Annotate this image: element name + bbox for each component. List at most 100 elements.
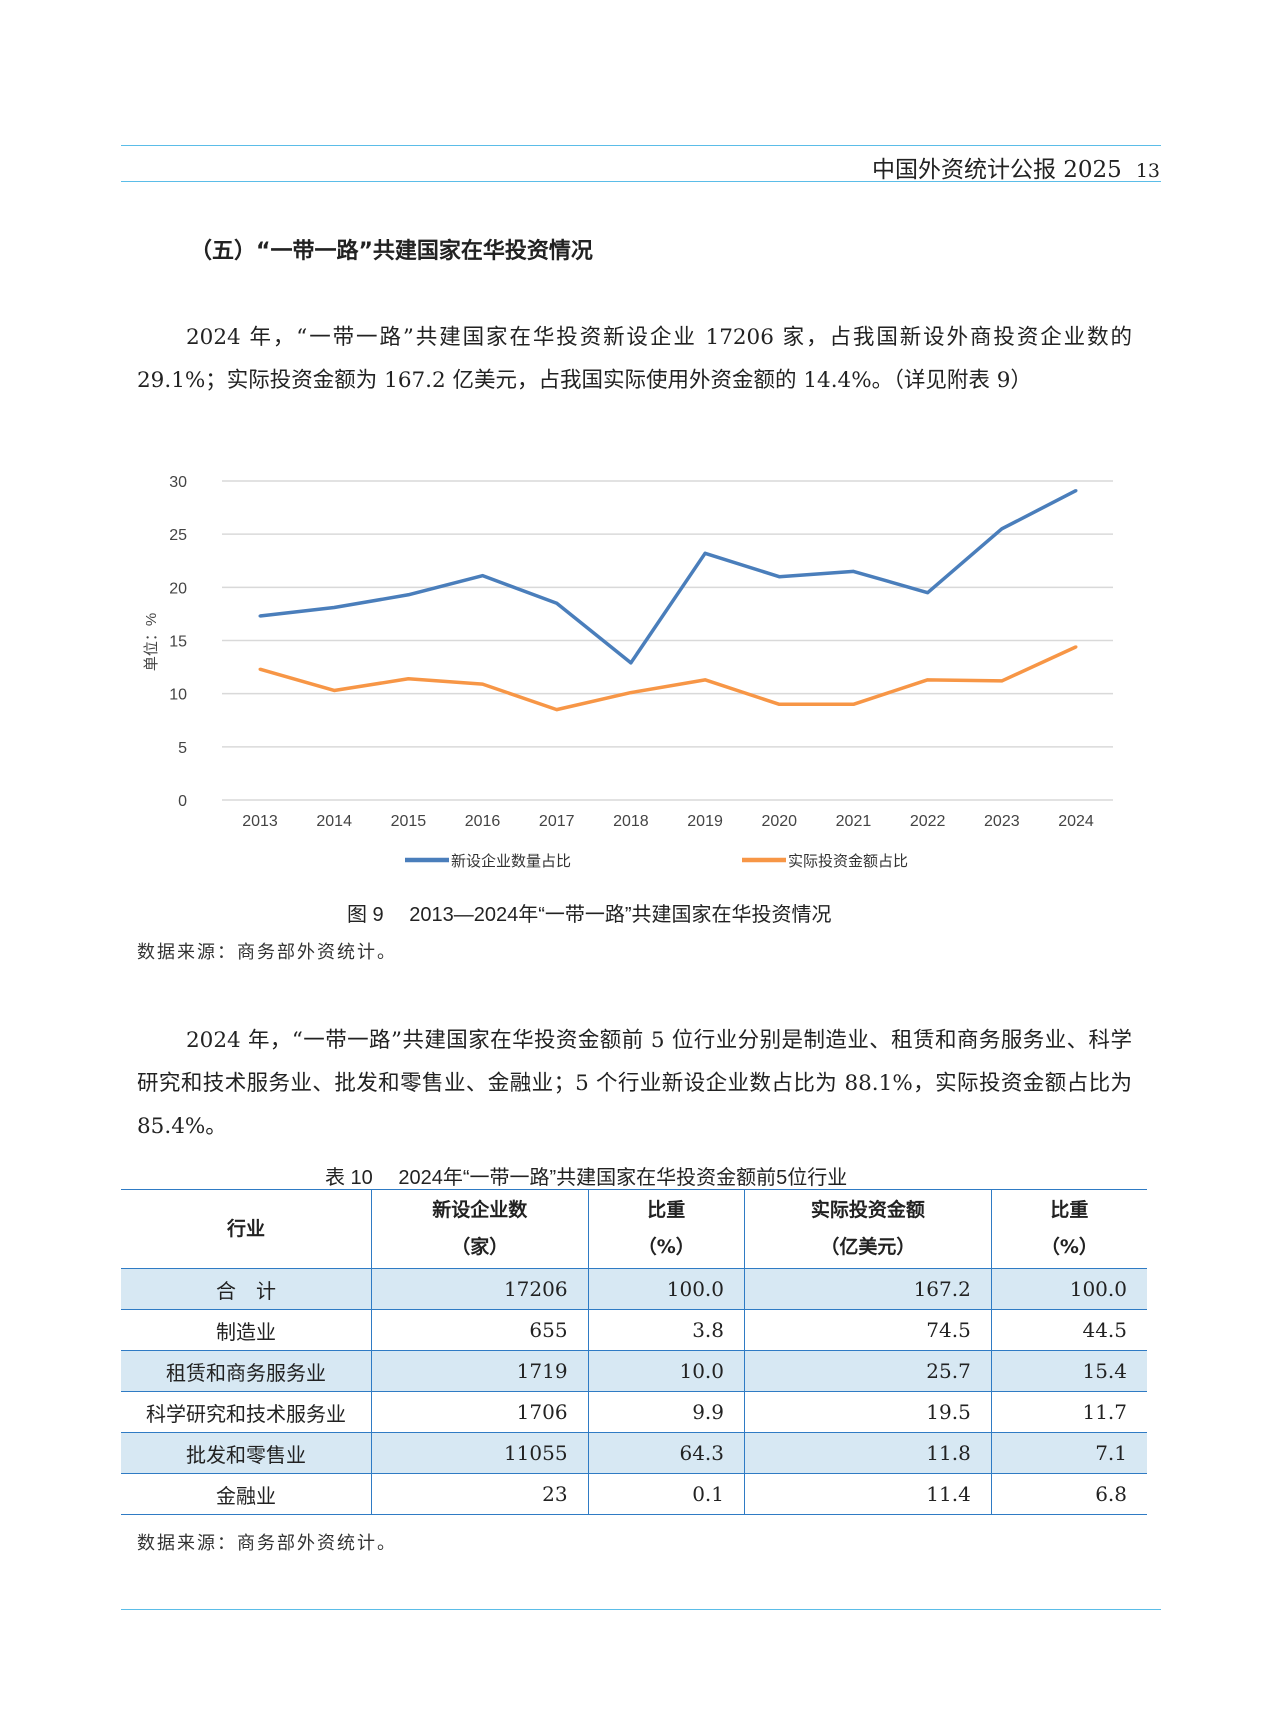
data-point bbox=[851, 569, 855, 573]
col-header-industry: 行业 bbox=[121, 1189, 372, 1269]
line-chart: 0 5 10 15 20 25 30 2013 2014 2015 2016 2017 2018 2019… bbox=[143, 474, 1113, 870]
cell-value: 15.4 bbox=[990, 1350, 1147, 1392]
cell-value: 655 bbox=[371, 1309, 589, 1351]
x-tick-label: 2015 bbox=[391, 813, 427, 830]
y-tick-label: 5 bbox=[178, 740, 187, 757]
table-row: 制造业 655 3.8 74.5 44.5 bbox=[121, 1309, 1147, 1351]
cell-value: 10.0 bbox=[587, 1350, 746, 1392]
cell-value: 11.4 bbox=[744, 1473, 992, 1515]
cell-value: 74.5 bbox=[744, 1309, 992, 1351]
header-top-rule bbox=[121, 145, 1161, 146]
cell-value: 1706 bbox=[371, 1391, 589, 1433]
cell-industry: 金融业 bbox=[121, 1473, 372, 1515]
data-point bbox=[406, 677, 410, 681]
cell-value: 44.5 bbox=[990, 1309, 1147, 1351]
y-tick-label: 20 bbox=[169, 580, 187, 597]
cell-value: 0.1 bbox=[587, 1473, 746, 1515]
data-point bbox=[703, 551, 707, 555]
cell-value: 19.5 bbox=[744, 1391, 992, 1433]
cell-value: 6.8 bbox=[990, 1473, 1147, 1515]
series-line-1 bbox=[259, 645, 1077, 712]
data-point bbox=[926, 678, 930, 682]
cell-value: 25.7 bbox=[744, 1350, 992, 1392]
data-point bbox=[629, 661, 633, 665]
x-tick-label: 2019 bbox=[687, 813, 723, 830]
data-point bbox=[555, 708, 559, 712]
cell-value: 11055 bbox=[371, 1432, 589, 1474]
data-point bbox=[926, 591, 930, 595]
x-tick-label: 2018 bbox=[613, 813, 649, 830]
data-source-2: 数据来源：商务部外资统计。 bbox=[137, 1533, 397, 1554]
data-point bbox=[481, 682, 485, 686]
x-tick-label: 2021 bbox=[836, 813, 872, 830]
x-tick-label: 2014 bbox=[316, 813, 352, 830]
table-row: 金融业 23 0.1 11.4 6.8 bbox=[121, 1473, 1147, 1515]
x-tick-label: 2017 bbox=[539, 813, 575, 830]
cell-value: 64.3 bbox=[587, 1432, 746, 1474]
x-tick-label: 2020 bbox=[761, 813, 797, 830]
data-point bbox=[258, 667, 262, 671]
cell-value: 23 bbox=[371, 1473, 589, 1515]
cell-industry: 合 计 bbox=[121, 1268, 372, 1310]
table-title: 表 10 2024年“一带一路”共建国家在华投资金额前5位行业 bbox=[325, 1167, 848, 1189]
cell-value: 167.2 bbox=[744, 1268, 992, 1310]
cell-value: 17206 bbox=[371, 1268, 589, 1310]
data-point bbox=[555, 601, 559, 605]
data-point bbox=[332, 688, 336, 692]
data-point bbox=[1000, 679, 1004, 683]
cell-industry: 批发和零售业 bbox=[121, 1432, 372, 1474]
cell-value: 9.9 bbox=[587, 1391, 746, 1433]
data-point bbox=[406, 593, 410, 597]
data-point bbox=[777, 702, 781, 706]
section-title: （五）“一带一路”共建国家在华投资情况 bbox=[190, 239, 593, 264]
y-axis-label: 单位：% bbox=[143, 613, 160, 671]
cell-value: 3.8 bbox=[587, 1309, 746, 1351]
y-tick-label: 10 bbox=[169, 687, 187, 704]
y-tick-label: 30 bbox=[169, 474, 187, 491]
table-row: 租赁和商务服务业 1719 10.0 25.7 15.4 bbox=[121, 1350, 1147, 1392]
data-point bbox=[258, 614, 262, 618]
data-point bbox=[703, 678, 707, 682]
col-header-new-enterprises: 新设企业数 （家） bbox=[371, 1189, 589, 1269]
cell-value: 7.1 bbox=[990, 1432, 1147, 1474]
header-bottom-rule bbox=[121, 181, 1161, 182]
cell-value: 100.0 bbox=[990, 1268, 1147, 1310]
x-tick-label: 2016 bbox=[465, 813, 501, 830]
table-row: 批发和零售业 11055 64.3 11.8 7.1 bbox=[121, 1432, 1147, 1474]
cell-value: 11.8 bbox=[744, 1432, 992, 1474]
page-number: 13 bbox=[1135, 160, 1160, 182]
cell-industry: 科学研究和技术服务业 bbox=[121, 1391, 372, 1433]
y-tick-label: 25 bbox=[169, 527, 187, 544]
col-header-actual-investment: 实际投资金额 （亿美元） bbox=[744, 1189, 992, 1269]
cell-value: 11.7 bbox=[990, 1391, 1147, 1433]
data-point bbox=[1000, 527, 1004, 531]
y-tick-label: 15 bbox=[169, 634, 187, 651]
page-header: 中国外资统计公报 2025 13 bbox=[872, 150, 1160, 184]
x-tick-label: 2023 bbox=[984, 813, 1020, 830]
data-source-1: 数据来源：商务部外资统计。 bbox=[137, 942, 397, 963]
data-point bbox=[629, 691, 633, 695]
col-header-share-2: 比重 （%） bbox=[990, 1189, 1147, 1269]
table-header-row: 行业 新设企业数 （家） 比重 （%） 实际投资金额 （亿美元） 比重 （%） bbox=[121, 1189, 1147, 1269]
cell-value: 1719 bbox=[371, 1350, 589, 1392]
data-point bbox=[481, 574, 485, 578]
data-point bbox=[1074, 645, 1078, 649]
x-tick-label: 2022 bbox=[910, 813, 946, 830]
table-row: 合 计 17206 100.0 167.2 100.0 bbox=[121, 1268, 1147, 1310]
data-point bbox=[332, 606, 336, 610]
series-line-0 bbox=[259, 489, 1077, 665]
cell-industry: 租赁和商务服务业 bbox=[121, 1350, 372, 1392]
col-header-share-1: 比重 （%） bbox=[587, 1189, 746, 1269]
paragraph-2: 2024 年，“一带一路”共建国家在华投资金额前 5 位行业分别是制造业、租赁和… bbox=[137, 1028, 1132, 1139]
legend-label-1: 实际投资金额占比 bbox=[788, 853, 908, 870]
header-title: 中国外资统计公报 2025 bbox=[871, 157, 1122, 183]
paragraph-1: 2024 年，“一带一路”共建国家在华投资新设企业 17206 家，占我国新设外… bbox=[137, 325, 1132, 393]
cell-industry: 制造业 bbox=[121, 1309, 372, 1351]
cell-value: 100.0 bbox=[587, 1268, 746, 1310]
x-tick-label: 2024 bbox=[1058, 813, 1094, 830]
data-point bbox=[1074, 489, 1078, 493]
footer-rule bbox=[121, 1609, 1161, 1610]
y-tick-label: 0 bbox=[178, 793, 187, 810]
